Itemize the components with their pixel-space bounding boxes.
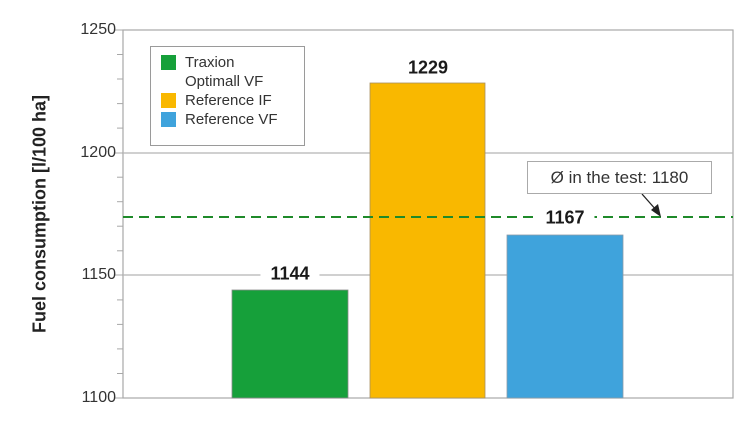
- value-label-reference-if: 1229: [407, 57, 449, 78]
- value-label-traxion: 1144: [260, 263, 320, 285]
- legend-item-reference-vf: Reference VF: [161, 110, 304, 129]
- legend-label-line1: Traxion: [185, 54, 235, 71]
- legend-item-reference-if: Reference IF: [161, 91, 304, 110]
- y-tick-1200: 1200: [80, 144, 116, 161]
- bar-reference-vf: [506, 234, 624, 399]
- y-axis-ticks: [114, 29, 123, 399]
- y-tick-1150: 1150: [81, 266, 116, 283]
- y-tick-1100: 1100: [81, 389, 116, 406]
- y-tick-1250: 1250: [80, 21, 116, 38]
- legend-swatch-orange: [161, 93, 176, 108]
- legend-label-line2: Optimall VF: [185, 73, 264, 90]
- legend-label: Reference IF: [185, 92, 272, 109]
- bar-reference-if: [369, 82, 486, 399]
- legend-item-traxion: Traxion Optimall VF: [161, 53, 304, 91]
- legend: Traxion Optimall VF Reference IF Referen…: [150, 46, 305, 146]
- value-label-reference-vf: 1167: [535, 207, 595, 229]
- bar-traxion-optimall-vf: [231, 289, 349, 399]
- y-axis-title: Fuel consumption [l/100 ha]: [29, 94, 50, 334]
- annotation-arrow: [641, 193, 661, 217]
- legend-swatch-blue: [161, 112, 176, 127]
- legend-swatch-green: [161, 55, 176, 70]
- average-annotation: Ø in the test: 1180: [527, 161, 712, 194]
- legend-label: Reference VF: [185, 111, 278, 128]
